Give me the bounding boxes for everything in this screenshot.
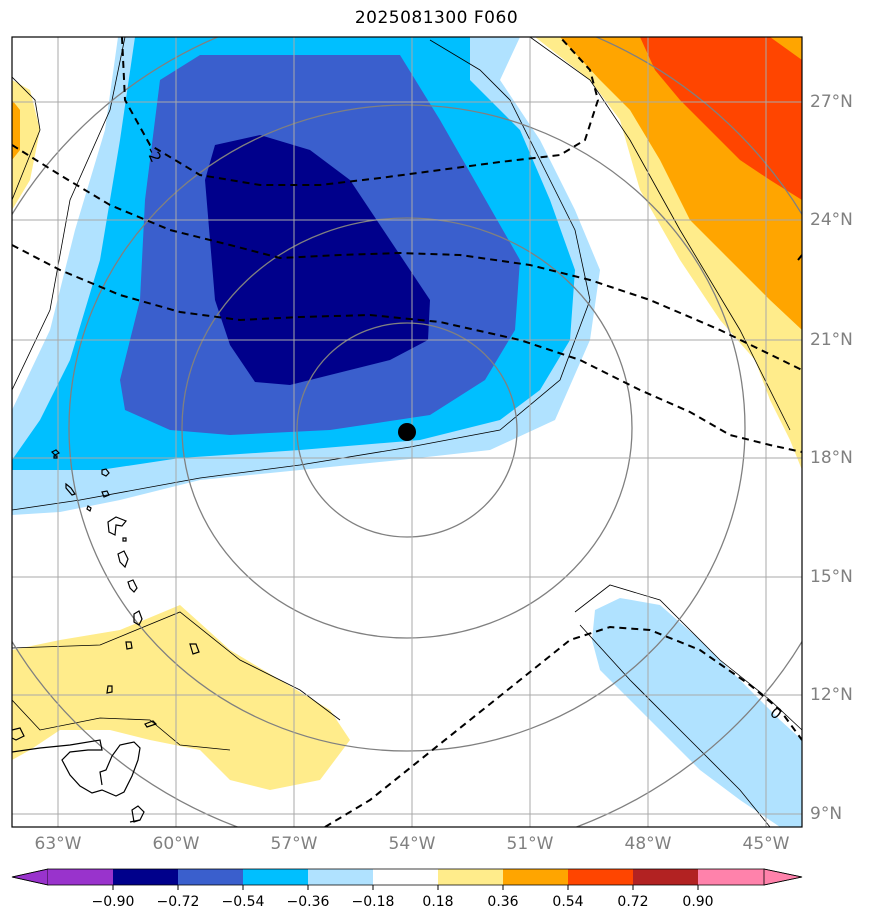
colorbar-tick: −0.18 bbox=[351, 894, 395, 910]
lon-label-54w: 54°W bbox=[388, 834, 436, 854]
dashed-contours bbox=[12, 37, 802, 827]
colorbar-tick: −0.36 bbox=[286, 894, 330, 910]
colorbar-tick: −0.90 bbox=[91, 894, 135, 910]
lat-label-15n: 15°N bbox=[810, 567, 853, 587]
colorbar-tick: 0.36 bbox=[487, 894, 519, 910]
storm-center-marker bbox=[398, 423, 416, 441]
range-rings bbox=[12, 37, 802, 827]
contour-label-neg2: -2 bbox=[142, 144, 165, 165]
colorbar-tick: −0.72 bbox=[156, 894, 200, 910]
colorbar-tick: −0.54 bbox=[221, 894, 265, 910]
lat-label-12n: 12°N bbox=[810, 685, 853, 705]
colorbar-tick: 0.72 bbox=[617, 894, 649, 910]
map-plot-area: -2 0 bbox=[12, 37, 802, 827]
map-frame bbox=[11, 36, 803, 828]
lat-label-18n: 18°N bbox=[810, 448, 853, 468]
lat-label-21n: 21°N bbox=[810, 330, 853, 350]
lon-label-60w: 60°W bbox=[152, 834, 200, 854]
coastlines bbox=[12, 449, 200, 823]
lon-label-51w: 51°W bbox=[506, 834, 554, 854]
gridlines bbox=[12, 37, 802, 827]
lon-label-48w: 48°W bbox=[624, 834, 672, 854]
lat-label-24n: 24°N bbox=[810, 210, 853, 230]
lon-label-45w: 45°W bbox=[742, 834, 790, 854]
lon-label-57w: 57°W bbox=[270, 834, 318, 854]
colorbar-tick: 0.90 bbox=[682, 894, 714, 910]
lat-label-27n: 27°N bbox=[810, 92, 853, 112]
shade-lightblue-se bbox=[592, 598, 802, 827]
lon-label-63w: 63°W bbox=[34, 834, 82, 854]
colorbar bbox=[11, 868, 803, 890]
colorbar-tick: 0.18 bbox=[422, 894, 454, 910]
shade-orange-west bbox=[12, 100, 20, 160]
shade-navy bbox=[205, 135, 430, 385]
shade-yellow-sw bbox=[12, 605, 350, 790]
lat-label-9n: 9°N bbox=[810, 804, 843, 824]
colorbar-tick: 0.54 bbox=[552, 894, 584, 910]
map-title: 2025081300 F060 bbox=[354, 8, 519, 28]
